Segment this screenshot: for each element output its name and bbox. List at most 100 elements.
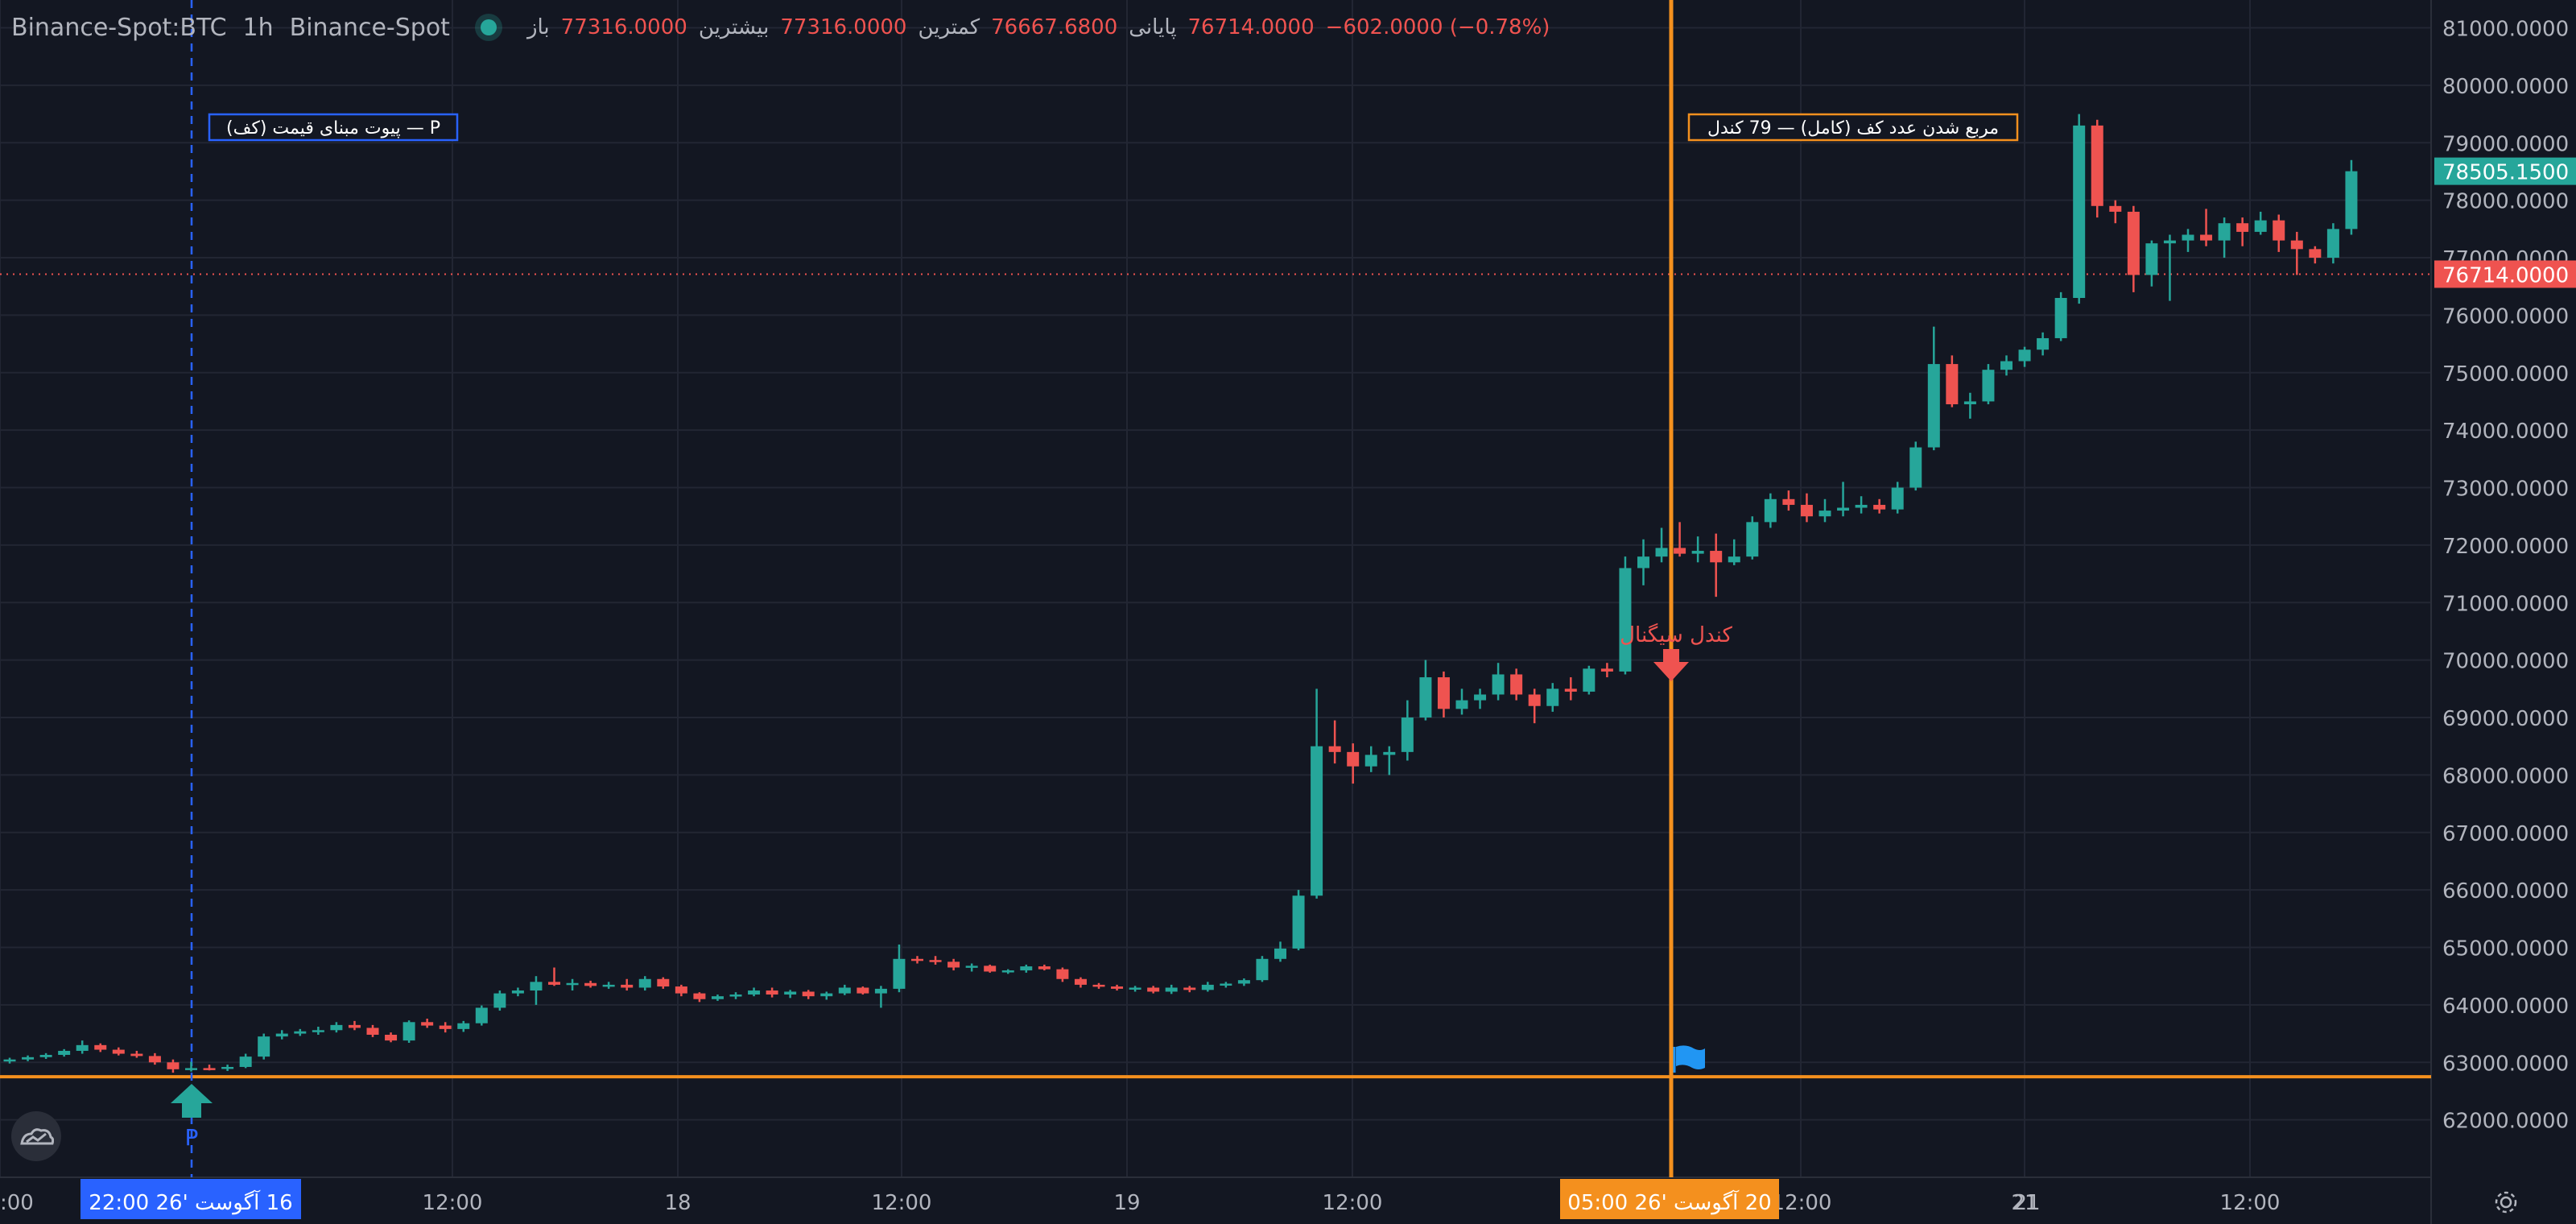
candle-body <box>1946 364 1959 405</box>
candle-body <box>239 1057 252 1067</box>
candle-body <box>2254 220 2267 232</box>
candle-body <box>1256 958 1269 981</box>
candle-body <box>1001 970 1014 973</box>
candle-body <box>258 1036 270 1057</box>
candle-body <box>1746 522 1759 557</box>
candle-body <box>2326 229 2339 258</box>
candle-body <box>330 1024 343 1031</box>
flag-icon <box>1676 1045 1705 1069</box>
candle-body <box>1710 551 1723 563</box>
candle-body <box>1818 511 1831 517</box>
interval-label[interactable]: 1h <box>242 13 274 42</box>
candle-body <box>1129 987 1141 990</box>
candle-body <box>1056 969 1069 979</box>
close-value: 76714.0000 <box>1187 15 1315 39</box>
candle-body <box>1220 983 1232 986</box>
gear-icon[interactable] <box>2487 1184 2524 1221</box>
signal-candle-label: کندل سیگنال <box>1620 622 1732 647</box>
candle-body <box>893 958 906 989</box>
candle-body <box>1583 668 1596 692</box>
candle-body <box>22 1057 35 1060</box>
price-axis-label: 68000.0000 <box>2442 764 2569 788</box>
candle-body <box>1165 987 1178 992</box>
time-axis-label: 12:00 <box>2220 1191 2281 1215</box>
candle-body <box>402 1022 415 1041</box>
candle-body <box>2345 171 2358 229</box>
candle-body <box>1419 677 1432 718</box>
candle-body <box>203 1068 216 1070</box>
candle-body <box>947 961 960 968</box>
candle-body <box>911 958 923 961</box>
candle-body <box>1674 548 1686 554</box>
candle-body <box>1546 688 1559 706</box>
candle-body <box>1637 556 1649 569</box>
price-axis-label: 72000.0000 <box>2442 535 2569 559</box>
candle-body <box>148 1056 161 1063</box>
candle-body <box>439 1025 452 1029</box>
candle-body <box>711 996 724 999</box>
candle-body <box>1347 751 1360 767</box>
candle-body <box>112 1049 125 1054</box>
price-axis-label: 78000.0000 <box>2442 190 2569 214</box>
open-label: باز <box>526 15 550 39</box>
price-axis-label: 65000.0000 <box>2442 937 2569 961</box>
market-status-icon <box>480 19 497 35</box>
candle-body <box>294 1031 307 1034</box>
candle-body <box>366 1028 379 1035</box>
symbol-label[interactable]: Binance-Spot:BTC <box>11 13 227 42</box>
candle-body <box>1274 948 1286 959</box>
candle-body <box>185 1068 197 1070</box>
time-axis-label: 12:00 <box>423 1191 483 1215</box>
candle-body <box>76 1044 89 1051</box>
candle-body <box>1619 568 1632 672</box>
exchange-label[interactable]: Binance-Spot <box>289 13 450 42</box>
time-axis-label: 12:00 <box>872 1191 932 1215</box>
time-axis-label-21: 21 <box>2013 1191 2040 1215</box>
candle-body <box>1111 986 1124 989</box>
candle-body <box>58 1050 71 1055</box>
candle-body <box>566 982 579 986</box>
candle-body <box>1292 895 1305 949</box>
pivot-marker-label: P <box>185 1124 199 1151</box>
candle-body <box>1855 504 1868 508</box>
chart-header: Binance-Spot:BTC 1h Binance-Spot باز 773… <box>0 0 1550 55</box>
candle-body <box>1837 507 1850 511</box>
candle-body <box>766 990 778 995</box>
candle-body <box>1237 980 1250 984</box>
candle-body <box>1401 717 1414 752</box>
candle-body <box>2290 240 2303 250</box>
candle-body <box>1092 984 1105 987</box>
candle-body <box>130 1053 143 1057</box>
price-axis-label: 74000.0000 <box>2442 420 2569 444</box>
tradingview-cloud-icon[interactable] <box>11 1111 61 1161</box>
candle-body <box>857 987 869 994</box>
candle-body <box>1728 556 1740 563</box>
pivot-annotation-label: P — پیوت مبنای قیمت (کف) <box>226 118 440 139</box>
candle-body <box>2218 223 2231 241</box>
candle-body <box>602 984 615 987</box>
candle-body <box>802 991 815 997</box>
candle-body <box>548 982 560 985</box>
low-label: کمترین <box>918 15 980 39</box>
current-price-label: 76714.0000 <box>2442 263 2569 287</box>
candle-body <box>675 986 687 994</box>
price-axis-label: 67000.0000 <box>2442 822 2569 846</box>
candle-body <box>1328 746 1341 752</box>
candle-body <box>39 1054 52 1057</box>
candle-body <box>965 966 978 968</box>
candle-body <box>2091 125 2103 206</box>
candle-body <box>657 978 670 987</box>
ohlc-legend: باز 77316.0000 بیشترین 77316.0000 کمترین… <box>527 15 1550 39</box>
candle-body <box>1528 694 1541 706</box>
candle-body <box>2054 298 2067 338</box>
candle-body <box>1020 966 1033 971</box>
candle-body <box>1655 548 1668 557</box>
candle-body <box>457 1023 470 1029</box>
candle-body <box>638 978 651 988</box>
candle-body <box>1891 487 1904 510</box>
candle-body <box>929 960 942 962</box>
candle-body <box>312 1030 324 1032</box>
square-time-label: 20 آگوست '26 05:00 <box>1567 1189 1771 1215</box>
